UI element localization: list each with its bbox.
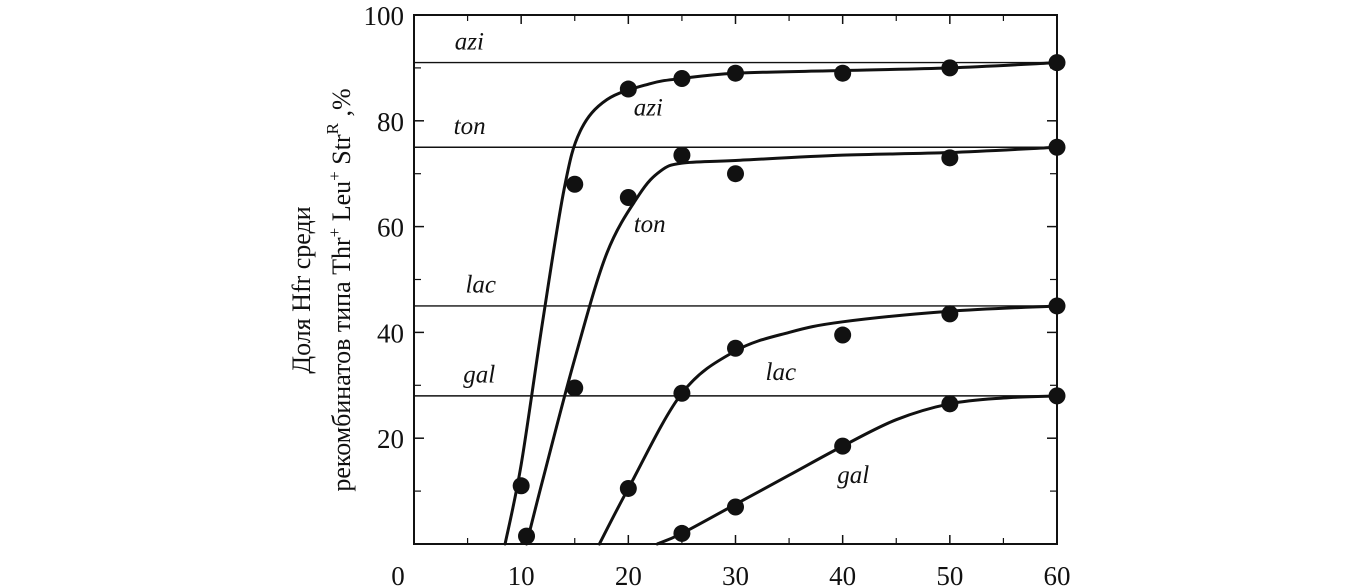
y-tick-label-60: 60	[377, 213, 404, 243]
x-tick-label-50: 50	[936, 561, 963, 588]
y-tick-label-100: 100	[364, 1, 405, 31]
point-ton-6	[1048, 138, 1066, 156]
curve-label-lac-6: lac	[465, 272, 496, 299]
point-lac-4	[941, 305, 959, 323]
plot-frame	[413, 14, 1058, 545]
point-azi-2	[619, 80, 637, 98]
curves	[503, 61, 1059, 546]
curve-label-lac-2: lac	[766, 359, 797, 386]
point-ton-0	[518, 527, 536, 545]
y-tick-label-80: 80	[377, 107, 404, 137]
point-gal-0	[673, 524, 691, 542]
curve-azi	[503, 61, 1059, 546]
y-axis-label-line2: рекомбинатов типа Thr+ Leu+ StrR ,%	[323, 88, 356, 491]
point-ton-1	[566, 379, 584, 397]
curve-ton	[525, 145, 1059, 546]
y-axis-label-line2-prefix: рекомбинатов типа Thr	[327, 237, 356, 492]
curve-label-gal-3: gal	[837, 462, 869, 489]
point-ton-3	[673, 146, 691, 164]
point-lac-2	[727, 339, 744, 357]
point-gal-2	[834, 437, 852, 455]
point-lac-0	[619, 479, 637, 497]
point-lac-1	[673, 384, 691, 402]
labels: azi ton lac gal azi ton lac gal	[454, 28, 870, 489]
curve-label-gal-7: gal	[463, 362, 495, 389]
curve-label-ton-5: ton	[454, 113, 486, 140]
y-axis-label-leu: Leu	[327, 181, 356, 228]
curve-label-azi-4: azi	[455, 28, 484, 55]
y-axis-label-line1: Доля Hfr среди	[287, 206, 316, 373]
x-tick-label-10: 10	[508, 561, 535, 588]
point-lac-3	[834, 326, 852, 344]
y-tick-label-20: 20	[377, 424, 404, 454]
y-axis-label-suffix: ,%	[327, 88, 356, 123]
x-tick-label-0: 0	[391, 561, 405, 588]
point-gal-3	[941, 395, 959, 413]
y-axis-label-sup-leu: +	[325, 171, 344, 181]
point-azi-7	[1048, 54, 1066, 72]
y-axis-label-sup-r: R	[323, 122, 342, 134]
point-azi-0	[512, 477, 530, 495]
point-azi-3	[673, 69, 691, 87]
axes: 0 10 20 30 40 50 60 20 40 60 80 100	[364, 1, 1071, 588]
point-gal-4	[1048, 387, 1066, 405]
curve-lac	[597, 304, 1059, 546]
point-lac-5	[1048, 297, 1066, 315]
x-tick-label-60: 60	[1044, 561, 1071, 588]
y-tick-label-40: 40	[377, 318, 404, 348]
point-azi-4	[727, 64, 744, 82]
x-tick-label-20: 20	[615, 561, 642, 588]
point-azi-5	[834, 64, 852, 82]
data-points	[512, 54, 1066, 545]
point-azi-6	[941, 59, 959, 77]
point-ton-4	[727, 165, 744, 183]
point-azi-1	[566, 175, 584, 193]
point-ton-5	[941, 149, 959, 167]
curve-label-azi-0: azi	[634, 95, 663, 122]
y-axis-label-sup-thr: +	[325, 228, 344, 238]
point-gal-1	[727, 498, 744, 516]
curve-label-ton-1: ton	[634, 211, 666, 238]
y-axis-label-str: Str	[327, 134, 356, 171]
x-tick-label-40: 40	[829, 561, 856, 588]
x-tick-label-30: 30	[722, 561, 749, 588]
point-ton-2	[619, 189, 637, 207]
